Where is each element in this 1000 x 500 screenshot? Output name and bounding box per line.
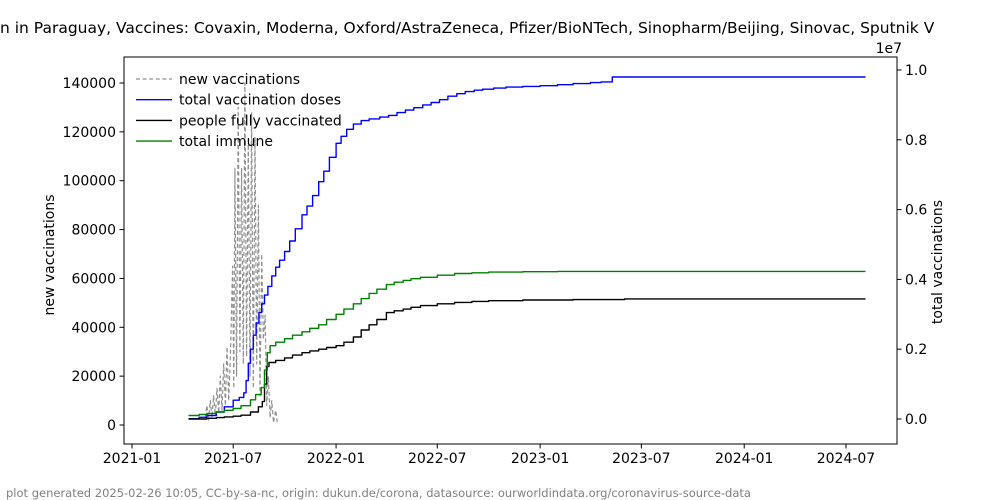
- y-right-tick-label: 0.0: [905, 412, 927, 428]
- x-tick-label: 2021-01: [103, 451, 162, 467]
- y-right-tick-label: 1.0: [905, 63, 927, 79]
- series-total-immune: [188, 270, 866, 417]
- right-axis-multiplier: 1e7: [875, 41, 902, 57]
- y-left-tick-label: 120000: [63, 125, 116, 141]
- y-left-tick-label: 60000: [71, 271, 116, 287]
- footer-credit: plot generated 2025-02-26 10:05, CC-by-s…: [6, 486, 751, 500]
- y-right-tick-label: 0.4: [905, 272, 927, 288]
- y-left-tick-label: 20000: [71, 369, 116, 385]
- chart-title: n in Paraguay, Vaccines: Covaxin, Modern…: [0, 19, 935, 37]
- series-total-vaccination-doses: [188, 76, 866, 420]
- x-tick-label: 2024-01: [715, 451, 774, 467]
- series-people-fully-vaccinated: [188, 298, 866, 420]
- y-left-tick-label: 140000: [63, 76, 116, 92]
- y-right-tick-label: 0.2: [905, 342, 927, 358]
- x-tick-label: 2022-01: [307, 451, 366, 467]
- y-left-tick-label: 40000: [71, 320, 116, 336]
- x-tick-label: 2024-07: [817, 451, 876, 467]
- legend-label-people-fully-vaccinated: people fully vaccinated: [179, 113, 342, 129]
- x-tick-label: 2021-07: [204, 451, 263, 467]
- y-right-tick-label: 0.6: [905, 203, 927, 219]
- x-tick-label: 2022-07: [408, 451, 467, 467]
- legend-label-new-vaccinations: new vaccinations: [179, 72, 300, 88]
- plot-frame: [123, 56, 898, 445]
- legend-label-total-immune: total immune: [179, 134, 273, 150]
- y-left-tick-label: 100000: [63, 174, 116, 190]
- y-left-tick-label: 0: [107, 418, 116, 434]
- x-tick-label: 2023-07: [612, 451, 671, 467]
- legend-label-total-vaccination-doses: total vaccination doses: [179, 93, 341, 109]
- y-left-tick-label: 80000: [71, 223, 116, 239]
- y-right-tick-label: 0.8: [905, 133, 927, 149]
- series-new-vaccinations: [204, 82, 278, 424]
- x-tick-label: 2023-01: [511, 451, 570, 467]
